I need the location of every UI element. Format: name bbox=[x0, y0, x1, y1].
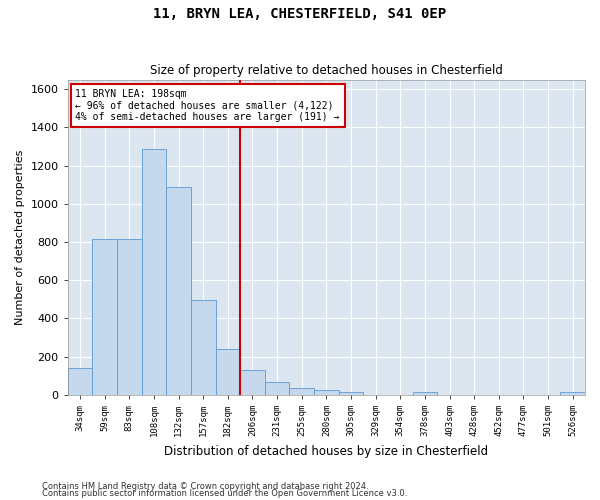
Bar bbox=[338, 392, 364, 395]
Text: 11 BRYN LEA: 198sqm
← 96% of detached houses are smaller (4,122)
4% of semi-deta: 11 BRYN LEA: 198sqm ← 96% of detached ho… bbox=[76, 89, 340, 122]
X-axis label: Distribution of detached houses by size in Chesterfield: Distribution of detached houses by size … bbox=[164, 444, 488, 458]
Title: Size of property relative to detached houses in Chesterfield: Size of property relative to detached ho… bbox=[150, 64, 503, 77]
Bar bbox=[166, 186, 191, 395]
Y-axis label: Number of detached properties: Number of detached properties bbox=[15, 150, 25, 325]
Bar bbox=[117, 239, 142, 395]
Bar bbox=[413, 392, 437, 395]
Bar bbox=[191, 300, 215, 395]
Bar bbox=[68, 368, 92, 395]
Bar bbox=[289, 388, 314, 395]
Bar bbox=[142, 150, 166, 395]
Text: 11, BRYN LEA, CHESTERFIELD, S41 0EP: 11, BRYN LEA, CHESTERFIELD, S41 0EP bbox=[154, 8, 446, 22]
Bar bbox=[215, 349, 240, 395]
Bar bbox=[265, 382, 289, 395]
Text: Contains HM Land Registry data © Crown copyright and database right 2024.: Contains HM Land Registry data © Crown c… bbox=[42, 482, 368, 491]
Bar bbox=[560, 392, 585, 395]
Bar bbox=[92, 239, 117, 395]
Bar bbox=[314, 390, 338, 395]
Bar bbox=[240, 370, 265, 395]
Text: Contains public sector information licensed under the Open Government Licence v3: Contains public sector information licen… bbox=[42, 489, 407, 498]
